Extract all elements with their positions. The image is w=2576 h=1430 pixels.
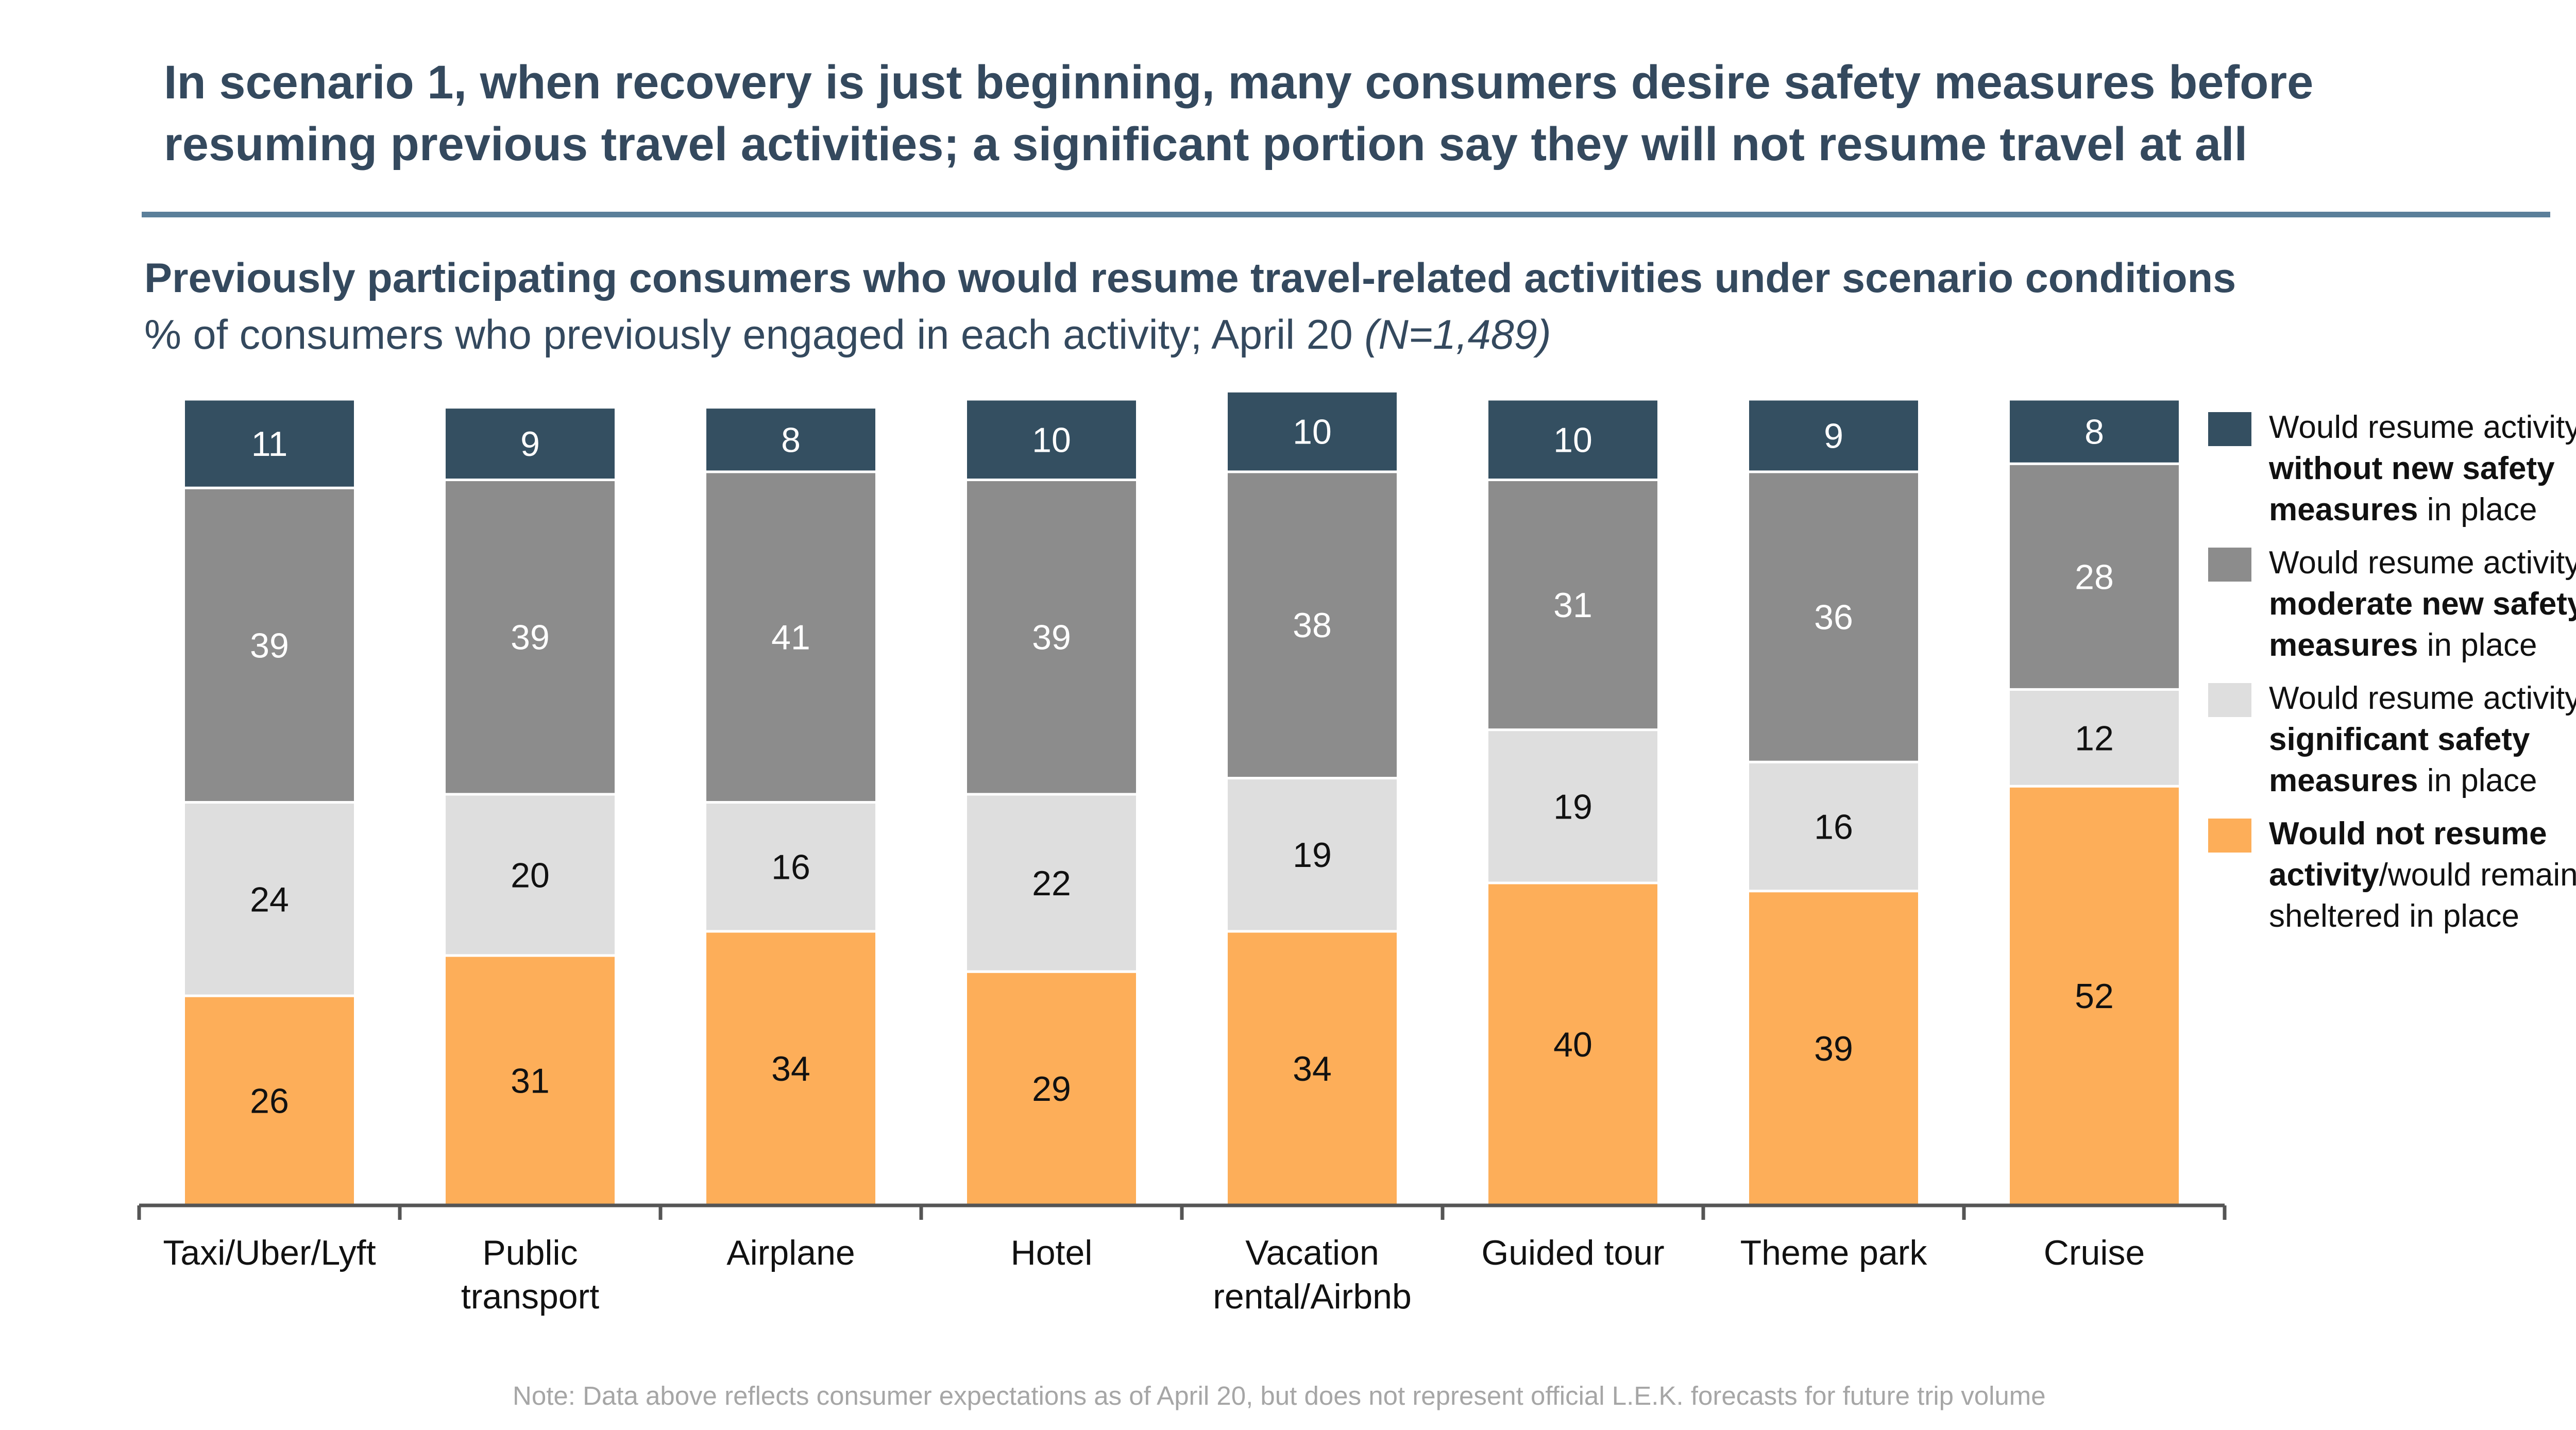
footnote: Note: Data above reflects consumer expec… [513, 1381, 2046, 1410]
data-label: 19 [1293, 836, 1332, 875]
bar-segment [182, 398, 357, 489]
category-label: Public [482, 1233, 578, 1272]
bar-segment [1486, 479, 1660, 731]
bar-segment [1225, 389, 1399, 473]
data-label: 52 [2075, 977, 2114, 1016]
bar-segment [182, 486, 357, 804]
bar-segment [182, 994, 357, 1207]
category-label: Hotel [1011, 1233, 1093, 1272]
chart-subtitle: % of consumers who previously engaged in… [144, 309, 1551, 361]
bar-segment [1225, 470, 1399, 780]
legend-item-significant-measures: Would resume activity with significant s… [2208, 678, 2576, 802]
bar-segment [1486, 728, 1660, 884]
data-label: 28 [2075, 557, 2114, 597]
data-label: 16 [771, 848, 810, 887]
bar-segment [1747, 470, 1921, 763]
data-label: 16 [1814, 807, 1853, 846]
data-label: 9 [520, 424, 540, 464]
sample-size: (N=1,489) [1364, 312, 1551, 358]
legend-item-moderate-measures: Would resume activity with moderate new … [2208, 542, 2576, 666]
data-label: 22 [1032, 864, 1071, 903]
data-label: 29 [1032, 1069, 1071, 1109]
data-label: 12 [2075, 719, 2114, 758]
bar-segment [704, 406, 878, 473]
data-label: 8 [2084, 413, 2104, 452]
headline-line-1: In scenario 1, when recovery is just beg… [164, 56, 2314, 109]
bar-segment [1225, 777, 1399, 933]
data-label: 39 [511, 618, 550, 657]
bar-segment [1747, 760, 1921, 893]
bar-segment [443, 406, 617, 482]
headline: In scenario 1, when recovery is just beg… [164, 52, 2576, 175]
category-label: Taxi/Uber/Lyft [163, 1233, 376, 1272]
data-label: 10 [1293, 413, 1332, 452]
category-label: Vacation [1245, 1233, 1379, 1272]
category-label: Cruise [2044, 1233, 2145, 1272]
bar-segment [964, 479, 1139, 796]
data-label: 34 [771, 1049, 810, 1088]
data-label: 20 [511, 856, 550, 895]
category-label: Theme park [1740, 1233, 1928, 1272]
data-label: 8 [781, 420, 801, 459]
category-label: rental/Airbnb [1213, 1277, 1412, 1316]
legend-swatch [2208, 548, 2251, 582]
data-label: 11 [251, 424, 288, 464]
bar-segment [1486, 881, 1660, 1207]
legend-item-no-new-measures: Would resume activity without new safety… [2208, 407, 2576, 531]
bar-segment [704, 470, 878, 804]
bar-segment [182, 801, 357, 997]
chart-title: Previously participating consumers who w… [144, 255, 2236, 301]
bar-segment [443, 479, 617, 796]
data-label: 10 [1553, 420, 1592, 459]
data-label: 34 [1293, 1049, 1332, 1088]
data-label: 40 [1553, 1025, 1592, 1064]
data-label: 10 [1032, 420, 1071, 459]
data-label: 19 [1553, 787, 1592, 826]
headline-line-2: resuming previous travel activities; a s… [164, 118, 2248, 171]
legend-swatch [2208, 412, 2251, 446]
bar-segment [2007, 688, 2181, 788]
data-label: 9 [1824, 416, 1843, 455]
chart-legend: Would resume activity without new safety… [2208, 407, 2576, 949]
category-label: transport [461, 1277, 599, 1316]
data-label: 31 [511, 1061, 550, 1100]
header-divider [142, 212, 2550, 217]
data-label: 31 [1553, 586, 1592, 625]
bar-segment [964, 793, 1139, 973]
legend-swatch [2208, 683, 2251, 717]
data-label: 39 [1814, 1029, 1853, 1068]
category-label: Airplane [726, 1233, 855, 1272]
data-label: 39 [1032, 618, 1071, 657]
chart-subtitle-text: % of consumers who previously engaged in… [144, 312, 1353, 358]
legend-item-would-not-resume: Would not resume activity/would remain s… [2208, 813, 2576, 937]
bar-segment [1486, 398, 1660, 481]
category-label: Guided tour [1481, 1233, 1664, 1272]
data-label: 41 [771, 618, 810, 657]
bar-segment [964, 398, 1139, 481]
data-label: 39 [250, 626, 289, 665]
bar-segment [2007, 462, 2181, 691]
bar-segment [2007, 398, 2181, 465]
bar-segment [704, 930, 878, 1207]
legend-swatch [2208, 819, 2251, 853]
data-label: 24 [250, 880, 289, 919]
data-label: 36 [1814, 598, 1853, 637]
data-label: 38 [1293, 606, 1332, 645]
bar-segment [1225, 930, 1399, 1207]
bar-segment [704, 801, 878, 933]
bar-segment [1747, 398, 1921, 473]
data-label: 26 [250, 1082, 289, 1121]
